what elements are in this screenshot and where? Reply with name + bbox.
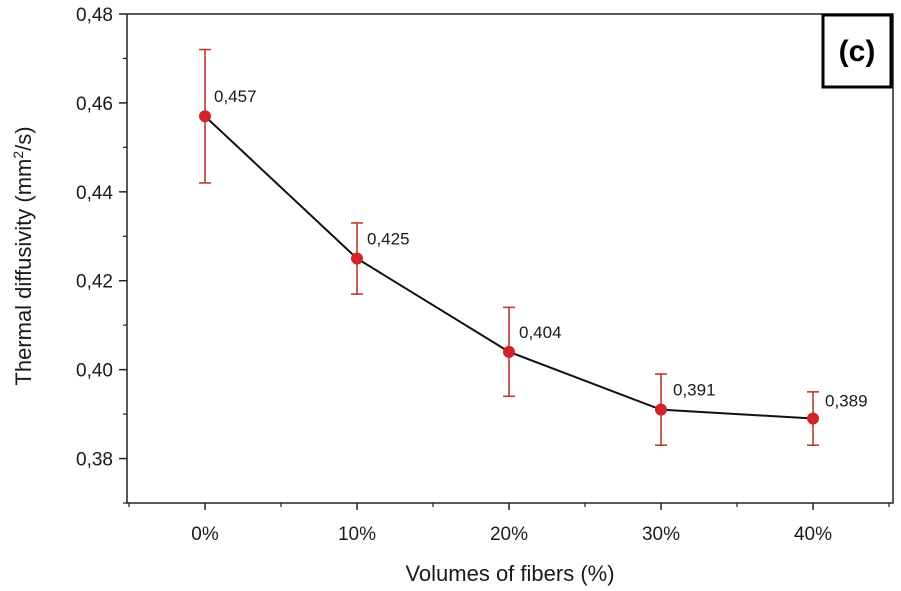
x-tick-label: 10%: [338, 524, 376, 545]
y-axis-title-main: Thermal diffusivity (mm: [11, 159, 36, 386]
y-tick-label: 0,40: [76, 361, 113, 382]
plot-frame: [126, 13, 894, 504]
x-axis-title: Volumes of fibers (%): [405, 561, 614, 586]
data-point-2: [503, 345, 515, 358]
data-point-4: [807, 412, 819, 425]
y-axis-title-superscript: 2: [10, 151, 26, 159]
data-point-1: [351, 252, 363, 265]
y-axis-title-end: /s): [11, 126, 36, 150]
series-thermal-diffusivity: 0,457 0,425 0,404 0,391 0,389: [199, 48, 868, 447]
y-axis-title: Thermal diffusivity (mm2/s): [10, 126, 36, 385]
x-axis-ticks: 0% 10% 20% 30% 40%: [128, 503, 890, 545]
panel-label-text: (c): [839, 35, 876, 68]
data-label-1: 0,425: [367, 230, 410, 249]
data-point-0: [199, 110, 211, 123]
y-tick-label: 0,42: [76, 272, 113, 293]
y-tick-label: 0,48: [76, 5, 113, 26]
x-tick-label: 0%: [191, 524, 219, 545]
x-tick-label: 20%: [490, 524, 528, 545]
y-tick-label: 0,44: [76, 183, 113, 204]
panel-label-box: [821, 13, 893, 89]
y-tick-label: 0,46: [76, 94, 113, 115]
data-label-3: 0,391: [673, 381, 716, 400]
data-label-0: 0,457: [214, 87, 257, 106]
data-point-3: [655, 403, 667, 416]
y-tick-label: 0,38: [76, 450, 113, 471]
data-label-4: 0,389: [825, 392, 868, 411]
x-tick-label: 40%: [794, 524, 832, 545]
x-tick-label: 30%: [642, 524, 680, 545]
y-axis-ticks: 0,38 0,40 0,42 0,44 0,46 0,48: [76, 5, 127, 504]
panel-label: (c): [821, 13, 893, 89]
data-label-2: 0,404: [519, 323, 562, 342]
